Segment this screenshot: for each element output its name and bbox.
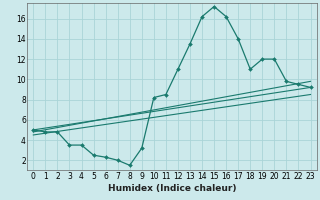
X-axis label: Humidex (Indice chaleur): Humidex (Indice chaleur) bbox=[108, 184, 236, 193]
